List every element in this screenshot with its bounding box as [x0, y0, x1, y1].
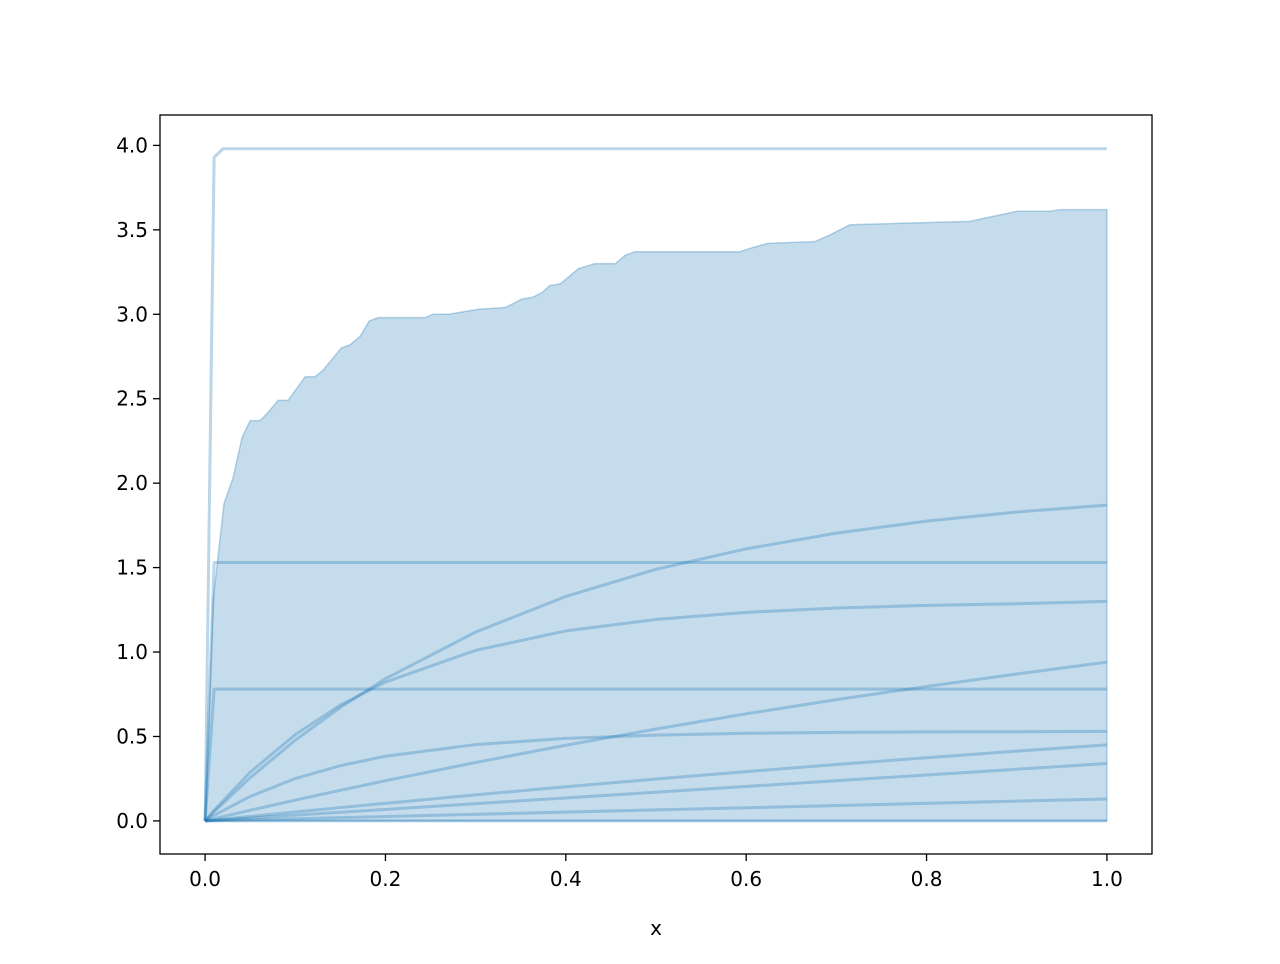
- x-axis-label: x: [650, 916, 662, 940]
- x-tick-label: 1.0: [1091, 867, 1123, 891]
- y-tick-label: 3.5: [116, 218, 148, 242]
- x-tick-label: 0.0: [189, 867, 221, 891]
- x-tick-label: 0.6: [730, 867, 762, 891]
- plot-area: [203, 147, 1108, 823]
- y-tick-label: 3.0: [116, 302, 148, 326]
- series-line-3: [204, 503, 1108, 822]
- y-tick-label: 1.5: [116, 556, 148, 580]
- series-line-9: [205, 797, 1107, 823]
- y-tick-label: 1.0: [116, 640, 148, 664]
- x-tick-label: 0.4: [550, 867, 582, 891]
- series-line-2: [203, 687, 1107, 822]
- series-line-1: [203, 561, 1107, 821]
- confidence-band: [204, 208, 1108, 822]
- y-tick-label: 0.0: [116, 809, 148, 833]
- y-tick-label: 4.0: [116, 133, 148, 157]
- series-line-0: [203, 147, 1107, 821]
- series-line-6: [204, 660, 1108, 823]
- x-tick-label: 0.8: [911, 867, 943, 891]
- y-tick-label: 2.0: [116, 471, 148, 495]
- series-line-8: [204, 761, 1108, 823]
- y-axis: 0.0 0.5 1.0 1.5 2.0 2.5 3.0 3.5 4.0: [116, 133, 160, 833]
- series-line-5: [204, 729, 1107, 823]
- x-tick-label: 0.2: [370, 867, 402, 891]
- series-line-7: [204, 743, 1108, 823]
- y-tick-label: 0.5: [116, 724, 148, 748]
- y-tick-label: 2.5: [116, 387, 148, 411]
- x-axis: 0.0 0.2 0.4 0.6 0.8 1.0: [189, 854, 1123, 891]
- series-line-4: [203, 599, 1107, 822]
- axes-frame: [159, 114, 1153, 855]
